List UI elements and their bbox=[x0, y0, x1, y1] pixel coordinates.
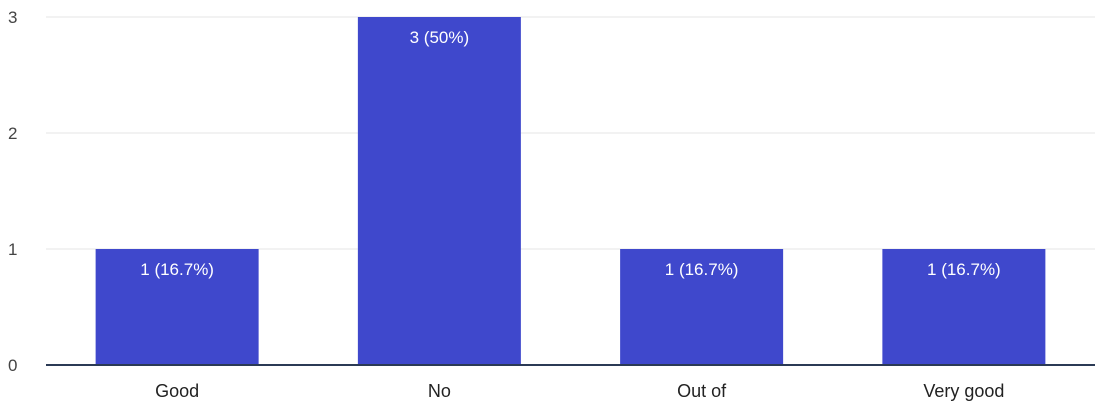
bar bbox=[620, 249, 784, 365]
bar-data-label: 1 (16.7%) bbox=[927, 260, 1001, 279]
bar-data-label: 1 (16.7%) bbox=[665, 260, 739, 279]
x-category-label: No bbox=[428, 381, 451, 401]
bar bbox=[357, 17, 521, 365]
y-tick-label: 1 bbox=[8, 240, 17, 259]
bar-data-label: 3 (50%) bbox=[410, 28, 470, 47]
bar-data-label: 1 (16.7%) bbox=[140, 260, 214, 279]
y-tick-label: 3 bbox=[8, 8, 17, 27]
x-category-label: Very good bbox=[923, 381, 1004, 401]
grid-layer bbox=[46, 16, 1095, 250]
bar bbox=[95, 249, 259, 365]
bar-layer bbox=[95, 17, 1046, 365]
x-category-label: Out of bbox=[677, 381, 727, 401]
y-tick-label: 2 bbox=[8, 124, 17, 143]
label-layer: 1 (16.7%) Good 3 (50%) No 1 (16.7%) Out of 1 (… bbox=[140, 28, 1004, 401]
bar bbox=[882, 249, 1046, 365]
y-tick-label: 0 bbox=[8, 356, 17, 375]
axis-layer: 0 1 2 3 bbox=[8, 8, 1095, 375]
x-category-label: Good bbox=[155, 381, 199, 401]
